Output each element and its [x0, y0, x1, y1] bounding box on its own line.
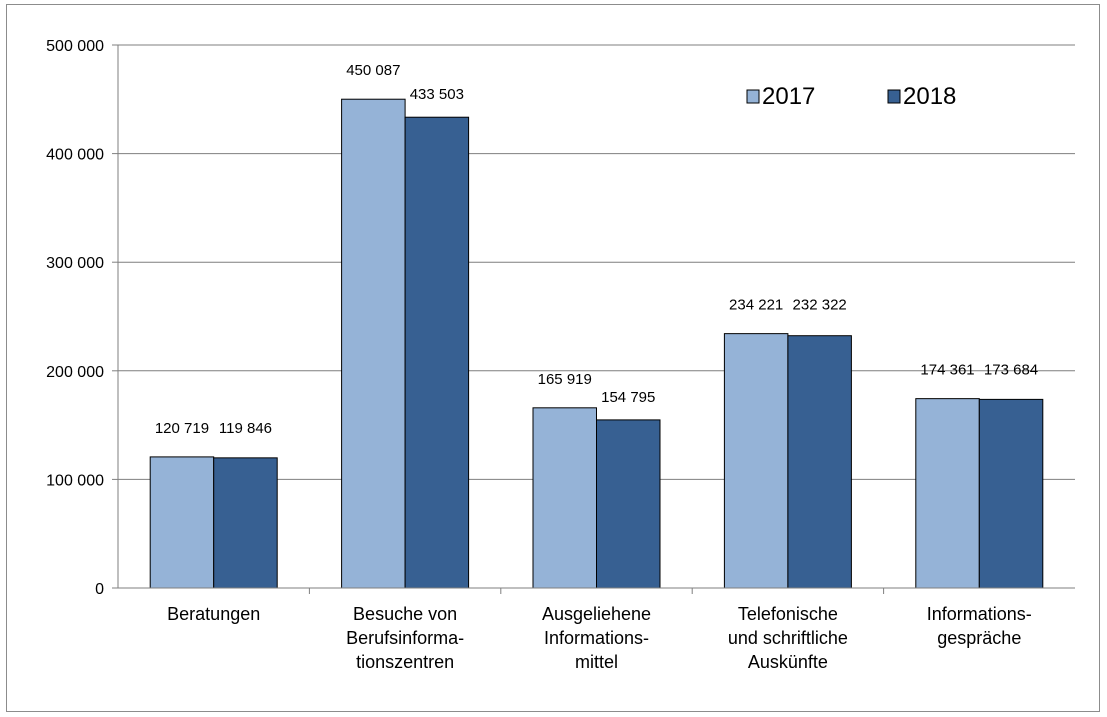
bar-2017-1 — [341, 98, 406, 589]
value-labels: 120 719 119 846 450 087 433 503 165 919 154 7… — [155, 62, 1038, 437]
bar-2017-2 — [532, 407, 597, 589]
category-label: Beratungen — [167, 604, 260, 624]
category-label: Auskünfte — [748, 652, 828, 672]
axes — [112, 44, 1075, 594]
y-tick-label: 0 — [95, 581, 104, 598]
legend-swatch-2017 — [746, 89, 760, 104]
category-label: gespräche — [937, 628, 1021, 648]
bar-2017-4 — [915, 398, 980, 589]
value-label-2017-2: 165 919 — [538, 371, 592, 388]
y-tick-label: 300 000 — [46, 255, 104, 272]
category-label: Informations- — [544, 628, 649, 648]
category-label: Berufsinforma- — [346, 628, 464, 648]
bar-2018-4 — [978, 398, 1044, 589]
value-label-2017-3: 234 221 — [729, 297, 783, 314]
value-label-2017-0: 120 719 — [155, 420, 209, 437]
x-category-labels: Beratungen Besuche von Berufsinforma-tions… — [167, 604, 1032, 672]
value-label-2018-4: 173 684 — [984, 362, 1038, 379]
y-tick-label: 200 000 — [46, 364, 104, 381]
legend-swatch-2018 — [887, 89, 901, 104]
category-label: Informations- — [927, 604, 1032, 624]
y-tick-label: 100 000 — [46, 472, 104, 489]
legend-label-2017: 2017 — [762, 83, 815, 110]
bar-2017-3 — [723, 333, 789, 589]
value-label-2018-3: 232 322 — [793, 297, 847, 314]
category-label: Besuche von — [353, 604, 457, 624]
category-label: und schriftliche — [728, 628, 848, 648]
category-label: Telefonische — [738, 604, 838, 624]
chart-frame: 0 100 000 200 000 300 000 400 000 500 000 Ber… — [6, 4, 1100, 712]
y-tick-label: 500 000 — [46, 38, 104, 55]
bar-2018-2 — [596, 419, 661, 589]
bar-2018-3 — [787, 335, 852, 589]
bars — [149, 98, 1044, 589]
category-label: mittel — [575, 652, 618, 672]
value-label-2018-0: 119 846 — [219, 420, 272, 437]
bar-2018-0 — [213, 457, 278, 589]
legend: 2017 2018 — [746, 83, 956, 110]
value-label-2018-2: 154 795 — [601, 389, 655, 406]
bar-2018-1 — [404, 116, 470, 589]
bar-2017-0 — [149, 456, 215, 589]
legend-label-2018: 2018 — [903, 83, 956, 110]
value-label-2017-4: 174 361 — [920, 362, 974, 379]
y-tick-labels: 0 100 000 200 000 300 000 400 000 500 000 — [46, 38, 104, 598]
value-label-2018-1: 433 503 — [410, 86, 464, 103]
y-tick-label: 400 000 — [46, 147, 104, 164]
bar-chart: 0 100 000 200 000 300 000 400 000 500 000 Ber… — [46, 38, 1075, 672]
category-label: tionszentren — [356, 652, 454, 672]
value-label-2017-1: 450 087 — [346, 62, 400, 79]
category-label: Ausgeliehene — [542, 604, 651, 624]
